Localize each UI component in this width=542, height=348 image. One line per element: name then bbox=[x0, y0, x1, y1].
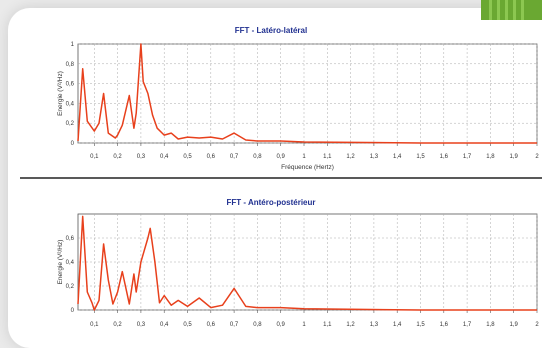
x-tick-label: 0,4 bbox=[160, 322, 169, 328]
y-axis-label: Energie (V²/Hz) bbox=[57, 240, 64, 285]
x-tick-label: 0,6 bbox=[207, 154, 216, 160]
x-tick-label: 1,6 bbox=[440, 322, 449, 328]
x-tick-label: 0,2 bbox=[113, 322, 122, 328]
x-tick-label: 1,5 bbox=[416, 322, 425, 328]
x-tick-label: 1,1 bbox=[323, 154, 332, 160]
x-tick-label: 0,6 bbox=[207, 322, 216, 328]
x-tick-label: 1,3 bbox=[370, 322, 379, 328]
x-tick-label: 1,4 bbox=[393, 322, 402, 328]
x-tick-label: 0,8 bbox=[253, 154, 262, 160]
chart-1-plot: 0,1 0,2 0,3 0,4 0,5 0,6 0,7 0,8 0,9 1 1,1 1,2 1,3 1,4… bbox=[20, 42, 542, 179]
x-axis-label: Fréquence (Hertz) bbox=[281, 164, 334, 171]
x-tick-label: 1,2 bbox=[346, 154, 355, 160]
series-line bbox=[77, 215, 537, 311]
x-tick-label: 0,5 bbox=[183, 154, 192, 160]
x-tick-label: 1,8 bbox=[486, 154, 495, 160]
y-tick-label: 1 bbox=[71, 42, 75, 48]
x-tick-label: 1,3 bbox=[370, 154, 379, 160]
x-tick-label: 0,7 bbox=[230, 322, 239, 328]
x-tick-label: 0,9 bbox=[277, 154, 286, 160]
chart-2-title: FFT - Antéro-postérieur bbox=[226, 198, 316, 207]
x-tick-label: 0,1 bbox=[90, 154, 99, 160]
x-tick-label: 1 bbox=[302, 154, 306, 160]
x-tick-label: 1,9 bbox=[510, 154, 519, 160]
chart-1-title: FFT - Latéro-latéral bbox=[234, 26, 308, 35]
y-tick-label: 0,6 bbox=[66, 82, 75, 88]
y-tick-label: 0,4 bbox=[66, 101, 75, 107]
y-tick-label: 0 bbox=[71, 141, 75, 147]
decorative-stripes bbox=[481, 0, 542, 20]
x-tick-label: 0,4 bbox=[160, 154, 169, 160]
x-tick-label: 2 bbox=[535, 322, 539, 328]
x-tick-label: 2 bbox=[535, 154, 539, 160]
x-tick-label: 0,8 bbox=[253, 322, 262, 328]
y-tick-label: 0 bbox=[71, 308, 75, 314]
y-axis-label: Energie (V²/Hz) bbox=[57, 71, 64, 116]
x-tick-label: 1,2 bbox=[346, 322, 355, 328]
plot-area-0 bbox=[77, 43, 538, 144]
x-tick-label: 0,9 bbox=[277, 322, 286, 328]
x-tick-label: 1,7 bbox=[463, 154, 472, 160]
y-tick-label: 0,2 bbox=[66, 121, 75, 127]
x-tick-label: 0,3 bbox=[137, 154, 146, 160]
x-tick-label: 1,8 bbox=[486, 322, 495, 328]
x-tick-label: 1 bbox=[302, 322, 306, 328]
x-tick-label: 1,4 bbox=[393, 154, 402, 160]
x-tick-label: 0,3 bbox=[137, 322, 146, 328]
x-tick-label: 1,6 bbox=[440, 154, 449, 160]
series-line bbox=[77, 43, 537, 144]
y-tick-label: 0,4 bbox=[66, 260, 75, 266]
chart-2-plot: 0,1 0,2 0,3 0,4 0,5 0,6 0,7 0,8 0,9 1 1,1 1,2 1,3 1,4… bbox=[57, 213, 539, 328]
y-tick-label: 0,6 bbox=[66, 236, 75, 242]
x-tick-label: 0,5 bbox=[183, 322, 192, 328]
x-tick-label: 1,9 bbox=[510, 322, 519, 328]
y-tick-label: 0,8 bbox=[66, 62, 75, 68]
y-tick-label: 0,2 bbox=[66, 284, 75, 290]
x-tick-label: 0,7 bbox=[230, 154, 239, 160]
x-tick-label: 1,5 bbox=[416, 154, 425, 160]
x-tick-label: 0,2 bbox=[113, 154, 122, 160]
x-tick-label: 0,1 bbox=[90, 322, 99, 328]
x-tick-label: 1,7 bbox=[463, 322, 472, 328]
x-tick-label: 1,1 bbox=[323, 322, 332, 328]
